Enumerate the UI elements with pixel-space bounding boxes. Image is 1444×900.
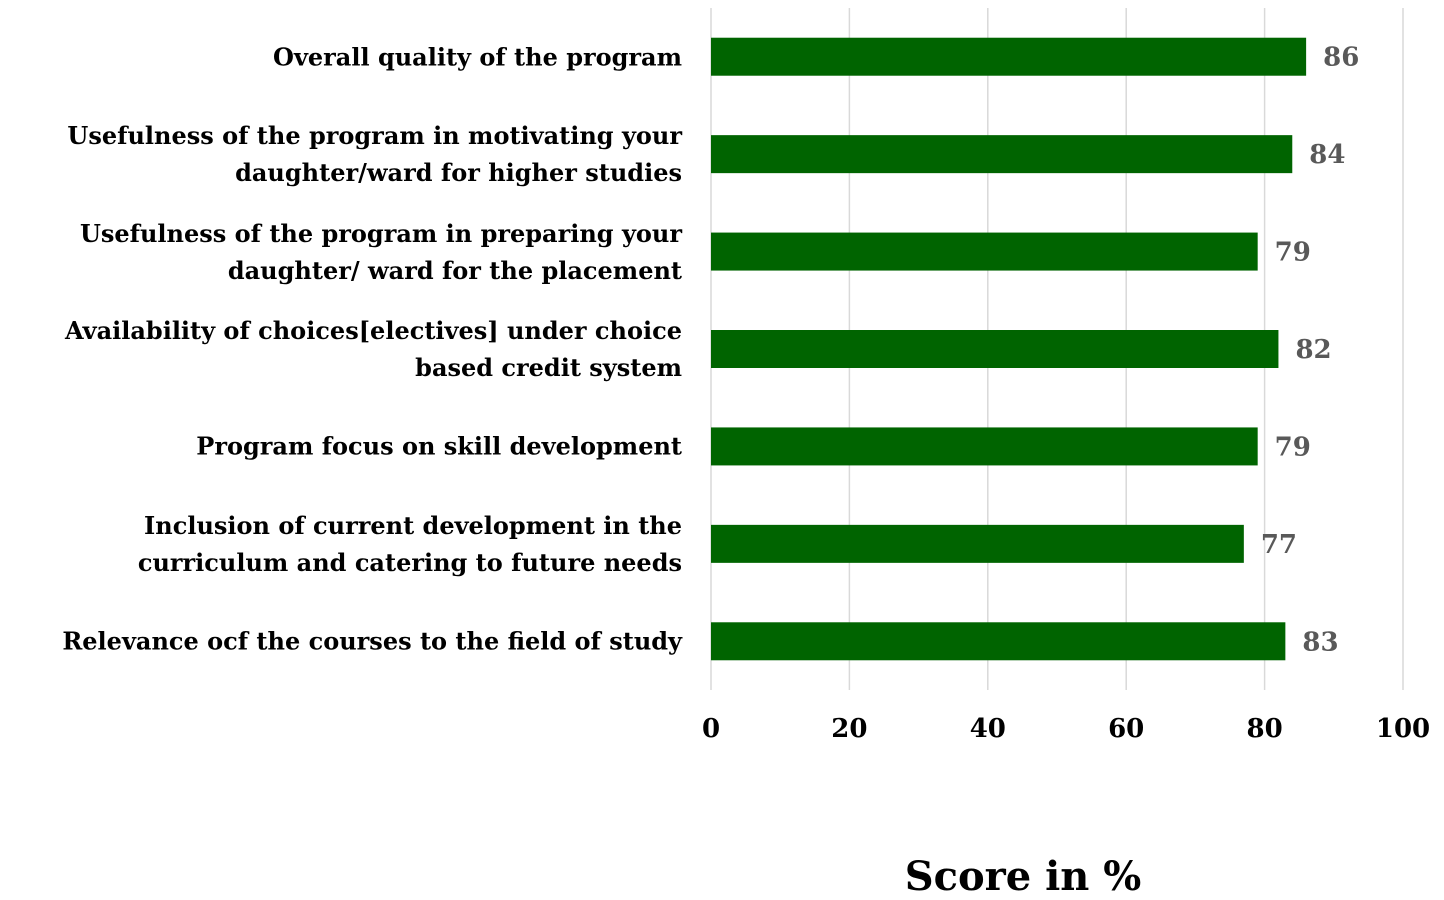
value-label: 82 xyxy=(1295,335,1331,365)
x-tick-label: 40 xyxy=(970,714,1006,744)
bar xyxy=(711,427,1258,466)
y-tick-label: Inclusion of current development in the … xyxy=(137,510,682,577)
x-tick-label: 100 xyxy=(1376,714,1430,744)
value-label: 86 xyxy=(1323,43,1359,73)
y-tick-label: Overall quality of the program xyxy=(273,42,682,72)
x-tick-label: 0 xyxy=(702,714,720,744)
y-tick-label: Usefulness of the program in preparing y… xyxy=(79,218,682,285)
y-tick-label: Usefulness of the program in motivating … xyxy=(67,121,682,188)
y-tick-label: Relevance ocf the courses to the field o… xyxy=(62,626,682,656)
bar xyxy=(711,135,1293,174)
bar xyxy=(711,622,1286,661)
x-axis-title: Score in % xyxy=(905,853,1142,900)
x-tick-label: 80 xyxy=(1247,714,1283,744)
value-label: 79 xyxy=(1275,432,1311,462)
bar xyxy=(711,232,1258,271)
x-tick-label: 60 xyxy=(1108,714,1144,744)
value-label: 79 xyxy=(1275,238,1311,268)
bar xyxy=(711,524,1244,563)
y-tick-label: Availability of choices[electives] under… xyxy=(64,316,682,382)
value-label: 77 xyxy=(1261,530,1297,560)
bar xyxy=(711,330,1279,368)
value-label: 84 xyxy=(1309,140,1345,170)
bar xyxy=(711,37,1307,76)
y-tick-label: Program focus on skill development xyxy=(196,431,682,461)
value-label: 83 xyxy=(1302,627,1338,657)
x-tick-label: 20 xyxy=(831,714,867,744)
